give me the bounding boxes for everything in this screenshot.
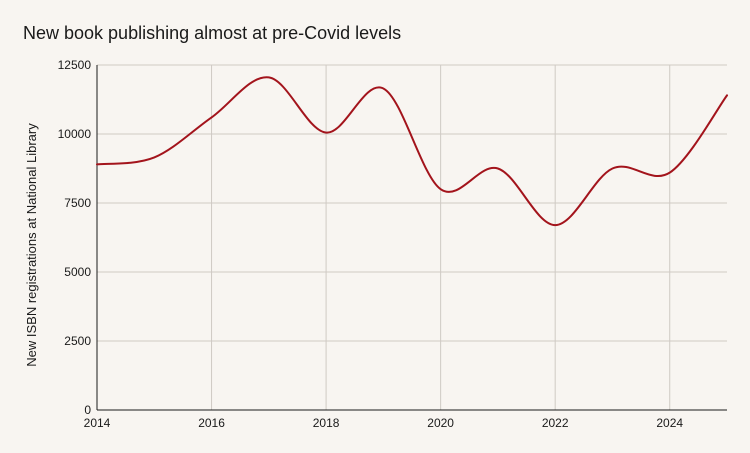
y-tick-label: 0	[84, 403, 91, 417]
x-tick-label: 2020	[427, 416, 454, 430]
y-axis-label: New ISBN registrations at National Libra…	[24, 123, 39, 367]
series-line	[96, 76, 728, 227]
y-tick-label: 10000	[58, 127, 92, 141]
y-tick-label: 12500	[58, 58, 92, 72]
tick-labels: 0 2500 5000 7500 10000 12500 2014 2016 2018 2020 2…	[58, 58, 684, 430]
y-tick-label: 5000	[64, 265, 91, 279]
y-tick-label: 2500	[64, 334, 91, 348]
x-tick-label: 2014	[84, 416, 111, 430]
series-layer	[96, 76, 728, 227]
x-tick-label: 2018	[313, 416, 340, 430]
x-tick-label: 2016	[198, 416, 225, 430]
gridlines	[97, 64, 727, 410]
x-tick-label: 2024	[656, 416, 683, 430]
axes	[96, 65, 727, 411]
x-tick-label: 2022	[542, 416, 569, 430]
y-tick-label: 7500	[64, 196, 91, 210]
chart-title: New book publishing almost at pre-Covid …	[23, 23, 401, 43]
